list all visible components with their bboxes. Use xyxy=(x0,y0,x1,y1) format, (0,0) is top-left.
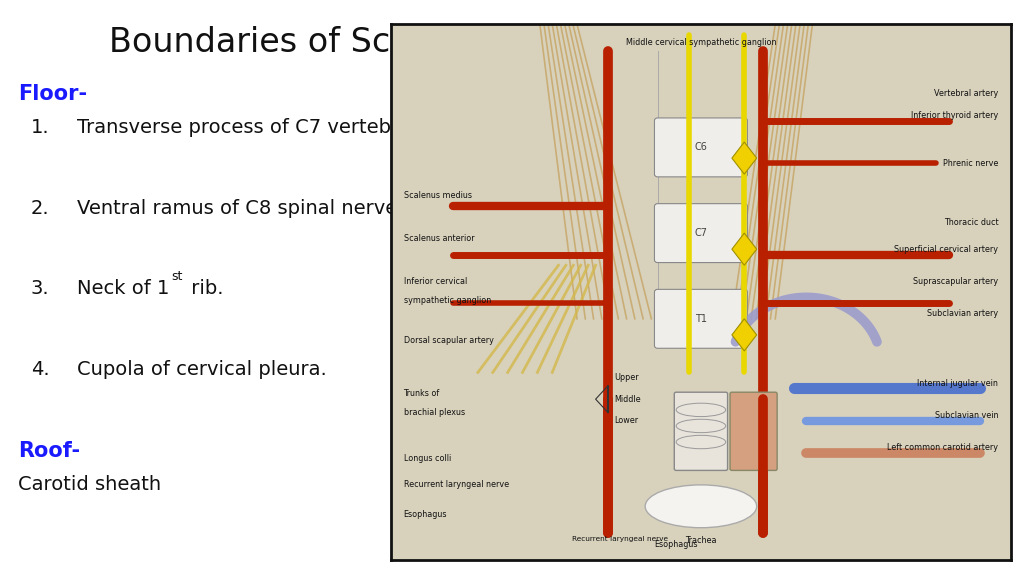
Text: sympathetic ganglion: sympathetic ganglion xyxy=(403,295,490,305)
Text: 4.: 4. xyxy=(31,360,49,379)
Text: Esophagus: Esophagus xyxy=(403,510,447,519)
Text: rib.: rib. xyxy=(185,279,224,298)
Text: Recurrent laryngeal nerve: Recurrent laryngeal nerve xyxy=(403,480,509,490)
Text: Dorsal scapular artery: Dorsal scapular artery xyxy=(403,336,494,345)
Text: Trunks of: Trunks of xyxy=(403,389,440,399)
Text: Inferior cervical: Inferior cervical xyxy=(403,277,467,286)
Text: C7: C7 xyxy=(694,228,708,238)
Text: Scalenus medius: Scalenus medius xyxy=(403,191,472,200)
Text: st: st xyxy=(171,270,182,283)
Text: C6: C6 xyxy=(694,142,708,153)
Text: Upper: Upper xyxy=(614,373,639,382)
Text: Longus colli: Longus colli xyxy=(403,453,451,463)
Text: Cupola of cervical pleura.: Cupola of cervical pleura. xyxy=(77,360,327,379)
Text: 1.: 1. xyxy=(31,118,49,137)
FancyBboxPatch shape xyxy=(674,392,728,471)
Text: Roof-: Roof- xyxy=(18,441,81,461)
Ellipse shape xyxy=(645,485,757,528)
Text: Neck of 1: Neck of 1 xyxy=(77,279,169,298)
Text: 3.: 3. xyxy=(31,279,49,298)
Text: Suprascapular artery: Suprascapular artery xyxy=(913,277,998,286)
Text: Inferior thyroid artery: Inferior thyroid artery xyxy=(911,111,998,120)
FancyBboxPatch shape xyxy=(654,204,748,263)
Text: Trachea: Trachea xyxy=(685,536,717,545)
Polygon shape xyxy=(732,233,757,266)
Text: Vertebral artery: Vertebral artery xyxy=(934,89,998,98)
Text: Lower: Lower xyxy=(614,416,638,425)
Text: Recurrent laryngeal nerve: Recurrent laryngeal nerve xyxy=(572,536,669,542)
Text: Middle cervical sympathetic ganglion: Middle cervical sympathetic ganglion xyxy=(626,37,776,47)
Text: Ventral ramus of C8 spinal nerve.: Ventral ramus of C8 spinal nerve. xyxy=(77,199,403,218)
FancyBboxPatch shape xyxy=(730,392,777,471)
FancyBboxPatch shape xyxy=(654,118,748,177)
Text: Superficial cervical artery: Superficial cervical artery xyxy=(894,245,998,253)
Text: Esophagus: Esophagus xyxy=(654,540,698,549)
Text: Subclavian vein: Subclavian vein xyxy=(935,411,998,420)
Text: Boundaries of Scalenovertebral Triangle contd…: Boundaries of Scalenovertebral Triangle … xyxy=(110,26,914,59)
Text: Thoracic duct: Thoracic duct xyxy=(944,218,998,227)
Text: Middle: Middle xyxy=(614,395,641,404)
Polygon shape xyxy=(732,142,757,174)
Text: T1: T1 xyxy=(695,314,707,324)
Text: Left common carotid artery: Left common carotid artery xyxy=(888,443,998,452)
Text: 2.: 2. xyxy=(31,199,49,218)
Text: brachial plexus: brachial plexus xyxy=(403,408,465,417)
Polygon shape xyxy=(732,319,757,351)
Text: Phrenic nerve: Phrenic nerve xyxy=(943,159,998,168)
Text: Floor-: Floor- xyxy=(18,84,88,104)
Text: Transverse process of C7 vertebra.: Transverse process of C7 vertebra. xyxy=(77,118,417,137)
Text: Scalenus anterior: Scalenus anterior xyxy=(403,234,474,243)
Text: Internal jugular vein: Internal jugular vein xyxy=(918,378,998,388)
Text: Subclavian artery: Subclavian artery xyxy=(927,309,998,318)
FancyBboxPatch shape xyxy=(654,289,748,348)
Text: Carotid sheath: Carotid sheath xyxy=(18,475,162,494)
